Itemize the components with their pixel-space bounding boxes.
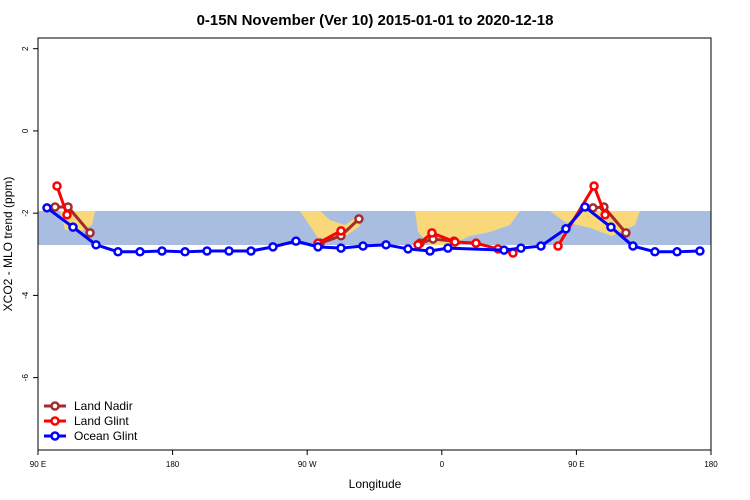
x-axis-label: Longitude	[349, 477, 402, 491]
x-tick-label: 90 W	[298, 460, 317, 469]
data-point	[336, 243, 346, 253]
data-point	[695, 246, 705, 256]
x-tick-label: 0	[440, 460, 445, 469]
x-tick-label: 180	[704, 460, 718, 469]
data-point	[42, 203, 52, 213]
y-tick-label: -6	[21, 374, 30, 382]
data-point	[224, 246, 234, 256]
data-point	[621, 228, 631, 238]
plot-frame	[37, 37, 712, 451]
y-tick-label: 2	[21, 46, 30, 51]
y-tick-label: -2	[21, 209, 30, 217]
x-tick-label: 90 E	[568, 460, 584, 469]
data-point	[450, 237, 460, 247]
legend-label: Land Glint	[74, 414, 129, 428]
data-point	[313, 242, 323, 252]
data-point	[471, 238, 481, 248]
data-point	[553, 241, 563, 251]
data-point	[606, 222, 616, 232]
data-point	[381, 240, 391, 250]
data-point	[336, 226, 346, 236]
data-point	[536, 241, 546, 251]
data-point	[516, 243, 526, 253]
data-point	[358, 241, 368, 251]
y-axis-label: XCO2 - MLO trend (ppm)	[1, 177, 15, 312]
data-point	[403, 244, 413, 254]
data-point	[628, 241, 638, 251]
data-point	[499, 245, 509, 255]
y-tick-label: -4	[21, 291, 30, 299]
data-point	[113, 247, 123, 257]
data-point	[62, 210, 72, 220]
legend-label: Ocean Glint	[74, 429, 138, 443]
series-line	[55, 184, 607, 255]
x-tick-label: 90 E	[30, 460, 46, 469]
y-tick-label: 0	[21, 128, 30, 133]
data-point	[413, 240, 423, 250]
data-point	[561, 224, 571, 234]
data-point	[268, 242, 278, 252]
data-point	[425, 246, 435, 256]
legend-label: Land Nadir	[74, 399, 133, 413]
legend-marker	[50, 416, 60, 426]
land-shape	[550, 211, 640, 236]
legend-marker	[50, 401, 60, 411]
data-point	[291, 236, 301, 246]
data-point	[650, 247, 660, 257]
data-point	[202, 246, 212, 256]
data-point	[68, 222, 78, 232]
data-point	[157, 246, 167, 256]
data-point	[246, 246, 256, 256]
data-point	[91, 240, 101, 250]
data-point	[580, 202, 590, 212]
data-point	[672, 247, 682, 257]
x-tick-label: 180	[166, 460, 180, 469]
data-point	[427, 228, 437, 238]
data-point	[135, 247, 145, 257]
data-point	[180, 247, 190, 257]
data-point	[52, 181, 62, 191]
data-point	[50, 202, 60, 212]
chart-title: 0-15N November (Ver 10) 2015-01-01 to 20…	[197, 12, 554, 29]
data-point	[85, 228, 95, 238]
legend-marker	[50, 431, 60, 441]
data-point	[354, 214, 364, 224]
data-point	[443, 243, 453, 253]
data-point	[600, 210, 610, 220]
data-point	[589, 181, 599, 191]
